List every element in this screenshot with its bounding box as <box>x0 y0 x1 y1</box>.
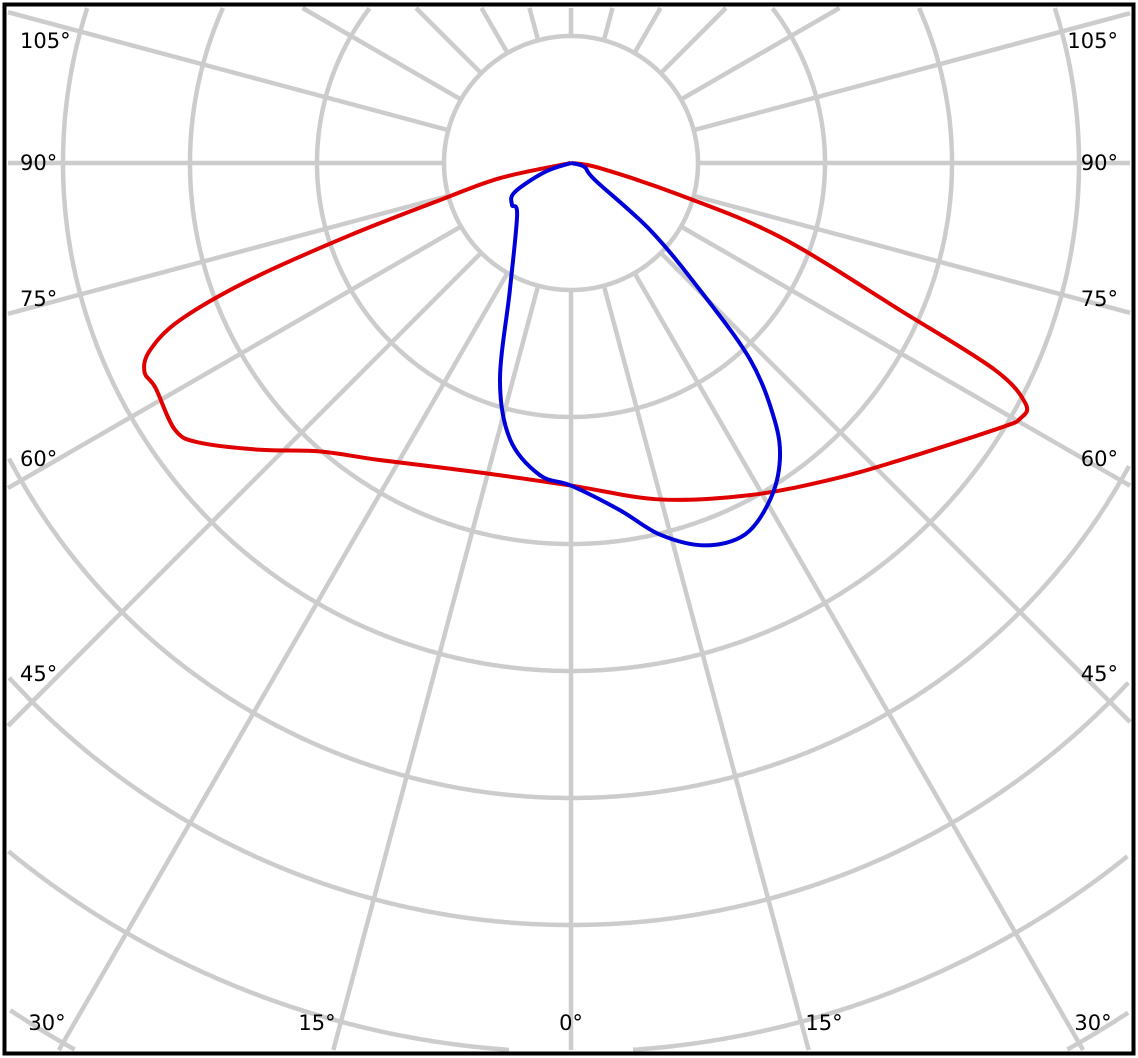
label-bottom-30-right: 30° <box>1074 1011 1111 1035</box>
angle-labels: 105° 90° 75° 60° 45° 105° 90° 75° 60° 45… <box>20 29 1118 1035</box>
label-left-60: 60° <box>20 447 57 471</box>
label-bottom-30-left: 30° <box>28 1011 65 1035</box>
grid-ring <box>7 676 1130 928</box>
grid-spoke <box>679 224 1132 488</box>
label-left-90: 90° <box>20 151 57 175</box>
label-right-60: 60° <box>1081 447 1118 471</box>
grid-spoke <box>7 9 449 133</box>
grid-spoke <box>414 6 483 75</box>
grid-spoke <box>56 271 510 1052</box>
grid-spoke <box>693 193 1131 315</box>
grid-spoke <box>679 6 841 102</box>
grid-ring <box>7 849 510 1053</box>
curves <box>142 161 1030 548</box>
label-right-45: 45° <box>1081 662 1118 686</box>
label-left-45: 45° <box>20 662 57 686</box>
grid-ring <box>632 854 1129 1053</box>
polar-grid <box>6 6 1132 1053</box>
label-bottom-0: 0° <box>559 1011 583 1035</box>
label-bottom-15-left: 15° <box>298 1011 335 1035</box>
grid-spoke <box>7 193 449 317</box>
red-curve <box>142 161 1030 502</box>
label-bottom-15-right: 15° <box>805 1011 842 1035</box>
grid-ring <box>7 457 1131 801</box>
grid-spoke <box>479 6 510 55</box>
grid-spoke <box>6 224 463 490</box>
grid-spoke <box>693 11 1131 133</box>
blue-curve <box>497 161 783 548</box>
label-right-75: 75° <box>1081 287 1118 311</box>
label-right-90: 90° <box>1081 151 1118 175</box>
grid-spoke <box>301 6 463 102</box>
grid-spoke <box>601 7 615 41</box>
grid-spoke <box>6 251 483 728</box>
grid-spoke <box>601 285 811 1051</box>
label-left-75: 75° <box>20 287 57 311</box>
label-right-105: 105° <box>1067 29 1118 53</box>
label-left-105: 105° <box>20 29 71 53</box>
grid-spoke <box>659 6 728 75</box>
grid-spoke <box>659 251 1132 724</box>
grid-spoke <box>632 271 1086 1052</box>
grid-spoke <box>632 6 663 55</box>
grid-spoke <box>527 7 541 41</box>
